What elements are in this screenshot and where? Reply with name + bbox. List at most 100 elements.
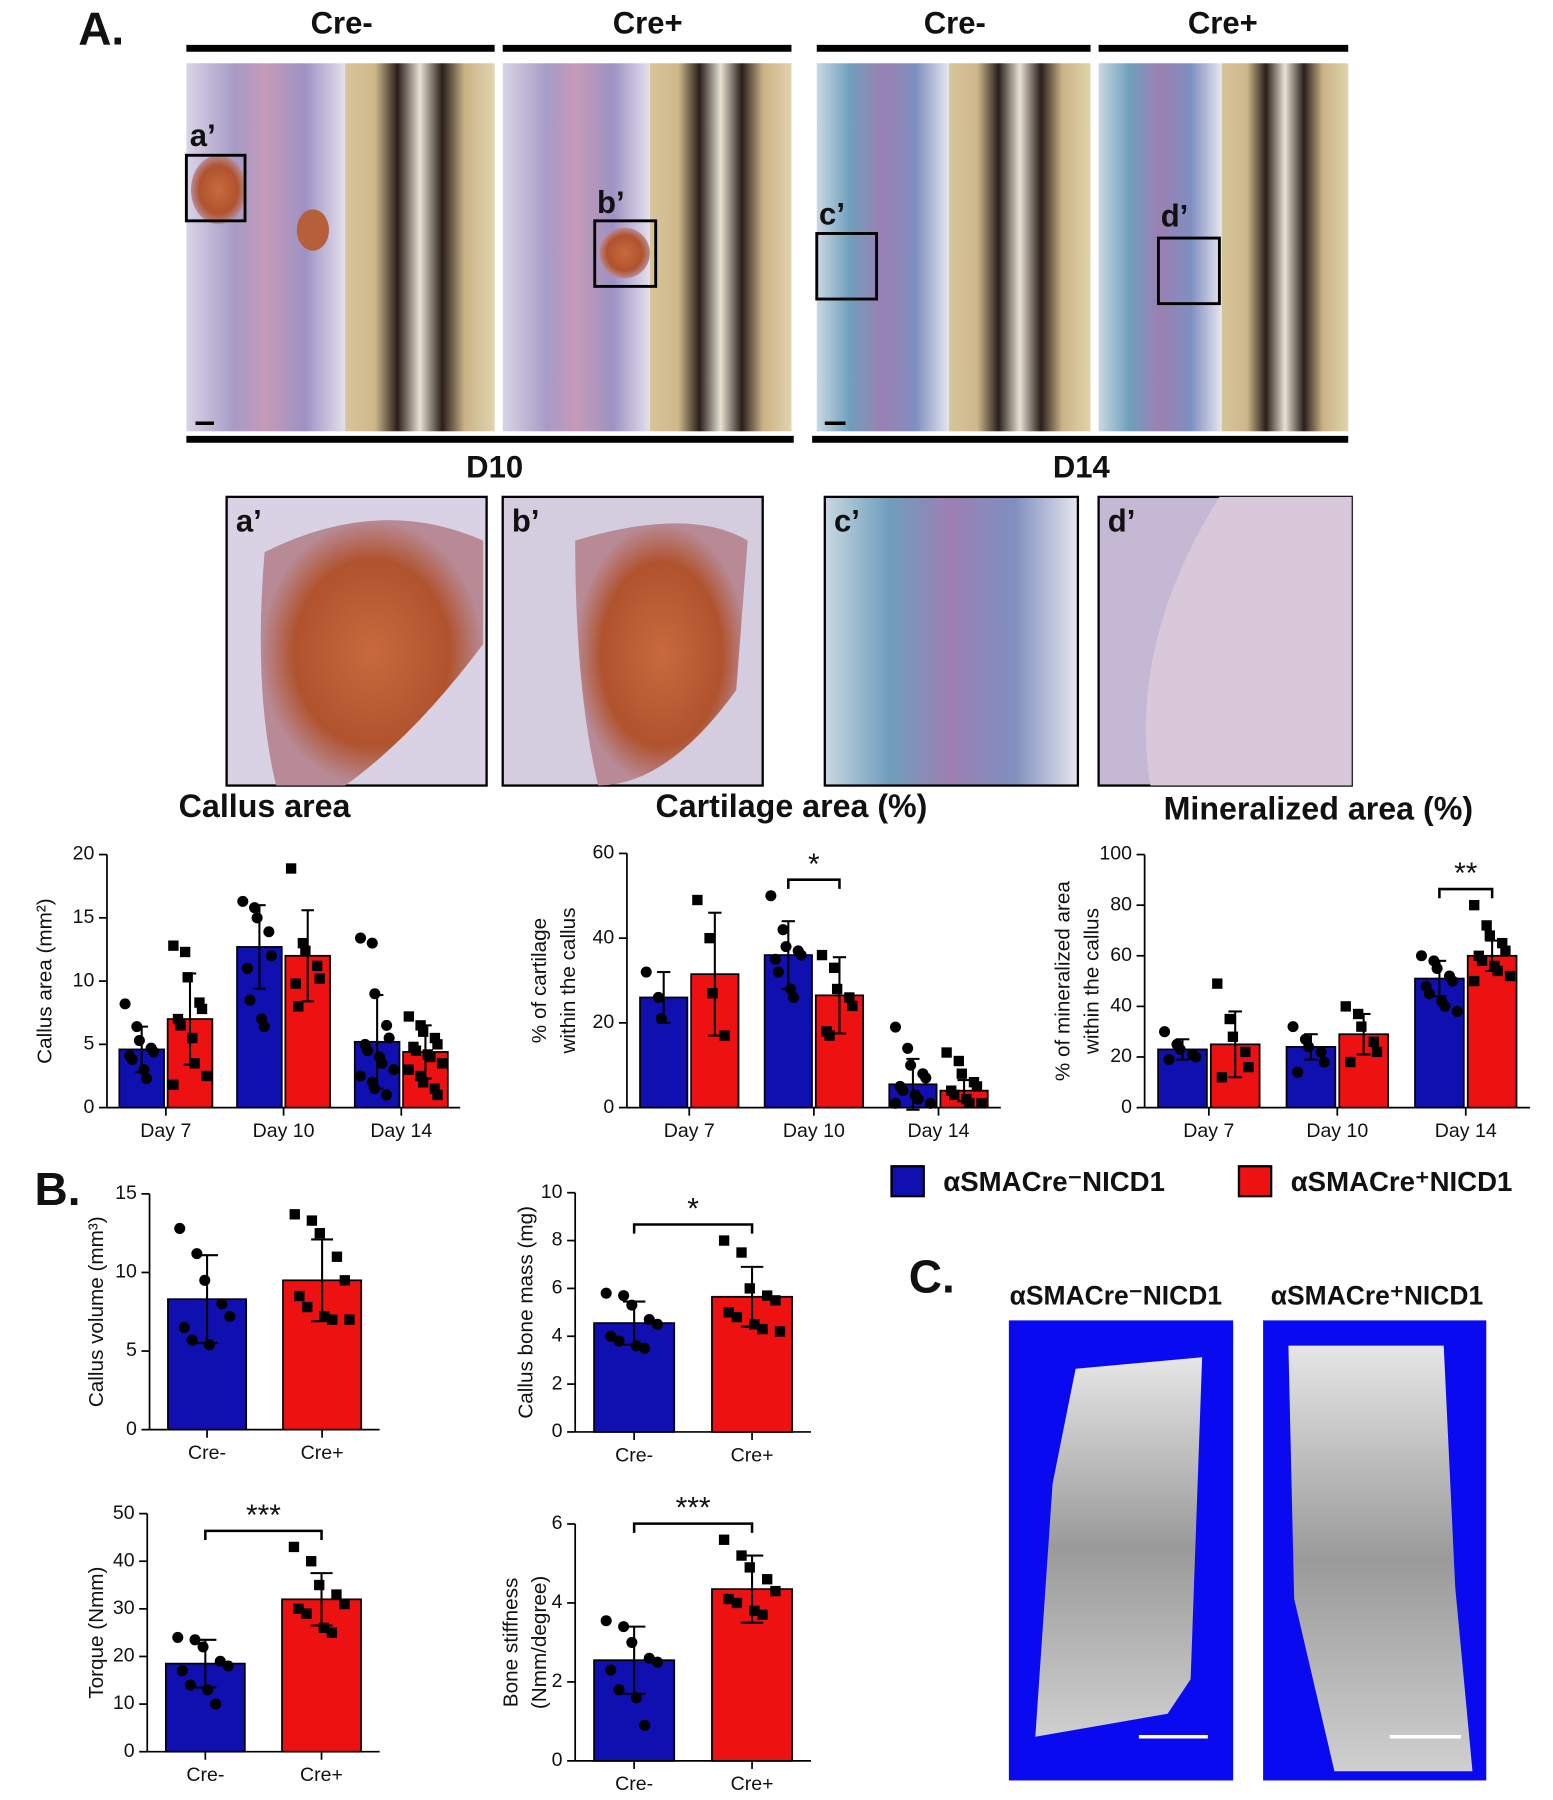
data-point: [1240, 1046, 1251, 1058]
data-point: [172, 1631, 184, 1643]
data-point: [369, 988, 381, 1000]
data-point: [1318, 1056, 1330, 1068]
y-tick-label: 100: [1099, 843, 1132, 865]
data-point: [178, 1321, 190, 1333]
data-point: [314, 973, 325, 984]
data-point: [326, 1627, 338, 1638]
data-point: [1500, 945, 1511, 956]
data-point: [429, 1032, 441, 1044]
data-point: [301, 1608, 312, 1619]
data-point: [290, 978, 301, 989]
data-point: [749, 1605, 760, 1617]
group-header: Cre-: [311, 6, 373, 41]
data-point: [736, 1247, 747, 1258]
legend-swatch: [1237, 1165, 1273, 1198]
data-point: [203, 1339, 215, 1351]
data-point: [210, 1698, 222, 1710]
data-point: [626, 1636, 638, 1648]
data-point: [191, 1248, 203, 1260]
y-axis-label: % of cartilage: [528, 918, 551, 1043]
y-axis-label: Callus volume (mm³): [85, 1216, 108, 1407]
data-point: [605, 1664, 617, 1676]
data-point: [1224, 1013, 1235, 1025]
panel-label: C.: [909, 1250, 955, 1302]
ct-images: [1008, 1320, 1487, 1781]
data-point: [1216, 1072, 1228, 1083]
data-point: [1497, 937, 1508, 949]
data-point: [1190, 1051, 1202, 1063]
data-point: [1469, 975, 1480, 987]
y-tick-label: 2: [552, 1372, 563, 1394]
data-point: [824, 1030, 835, 1041]
x-tick-label: Cre+: [731, 1773, 774, 1795]
data-point: [1484, 930, 1495, 941]
data-point: [148, 1046, 160, 1058]
data-point: [847, 1000, 858, 1012]
y-axis-label: (Nmm/degree): [528, 1576, 551, 1709]
group-header: Cre+: [613, 6, 683, 41]
y-tick-label: 30: [113, 1597, 135, 1619]
data-point: [829, 962, 840, 973]
data-point: [184, 1679, 196, 1691]
ct-label: αSMACre⁻NICD1: [1010, 1280, 1222, 1310]
data-point: [1439, 1000, 1451, 1012]
y-axis-label: Callus area (mm²): [33, 898, 56, 1064]
data-point: [1159, 1026, 1171, 1038]
x-tick-label: Day 14: [908, 1120, 970, 1142]
data-point: [319, 1311, 330, 1322]
y-tick-label: 5: [126, 1339, 137, 1361]
chart-title: Cartilage area (%): [655, 788, 927, 824]
data-point: [194, 997, 205, 1008]
data-point: [723, 1307, 734, 1318]
ct-label: αSMACre⁺NICD1: [1271, 1280, 1483, 1310]
data-point: [769, 953, 781, 965]
data-point: [339, 1275, 351, 1286]
data-point: [1174, 1043, 1186, 1055]
data-point: [762, 1290, 773, 1301]
x-tick-label: Cre+: [300, 1764, 343, 1786]
data-point: [251, 912, 263, 924]
x-tick-label: Cre-: [615, 1444, 653, 1466]
y-tick-label: 10: [541, 1181, 563, 1203]
data-point: [630, 1692, 642, 1704]
y-tick-label: 20: [113, 1645, 135, 1667]
data-point: [196, 1003, 208, 1015]
x-tick-label: Cre-: [615, 1773, 653, 1795]
data-point: [1423, 988, 1435, 1000]
data-point: [186, 1334, 198, 1346]
data-point: [692, 894, 703, 906]
data-point: [354, 932, 367, 944]
y-tick-label: 0: [126, 1418, 137, 1440]
data-point: [640, 966, 652, 978]
data-point: [723, 1593, 734, 1605]
data-point: [816, 949, 828, 961]
significance-bracket: [632, 1522, 754, 1533]
data-point: [314, 1579, 325, 1591]
x-tick-label: Cre+: [301, 1442, 344, 1464]
y-tick-label: 15: [73, 906, 95, 928]
y-tick-label: 2: [552, 1670, 563, 1692]
data-point: [844, 992, 855, 1003]
inset-images: [225, 495, 1353, 787]
y-axis-label: within the callus: [1080, 908, 1103, 1055]
data-point: [179, 946, 191, 958]
x-tick-label: Cre-: [186, 1764, 224, 1786]
significance-bracket: [787, 878, 841, 889]
data-point: [1212, 978, 1223, 989]
x-tick-label: Day 10: [783, 1120, 845, 1142]
data-point: [168, 1079, 179, 1091]
data-point: [749, 1319, 760, 1330]
box-label: b’: [597, 185, 625, 220]
data-point: [331, 1251, 343, 1262]
data-point: [376, 1057, 388, 1069]
data-point: [168, 940, 179, 951]
data-point: [126, 1054, 138, 1066]
data-point: [141, 1072, 153, 1085]
data-point: [639, 1719, 651, 1731]
y-tick-label: 4: [552, 1324, 563, 1346]
y-tick-label: 10: [73, 969, 95, 991]
y-tick-label: 60: [593, 842, 615, 864]
significance-label: **: [1454, 857, 1478, 890]
data-point: [780, 941, 792, 953]
y-tick-label: 6: [552, 1512, 563, 1534]
